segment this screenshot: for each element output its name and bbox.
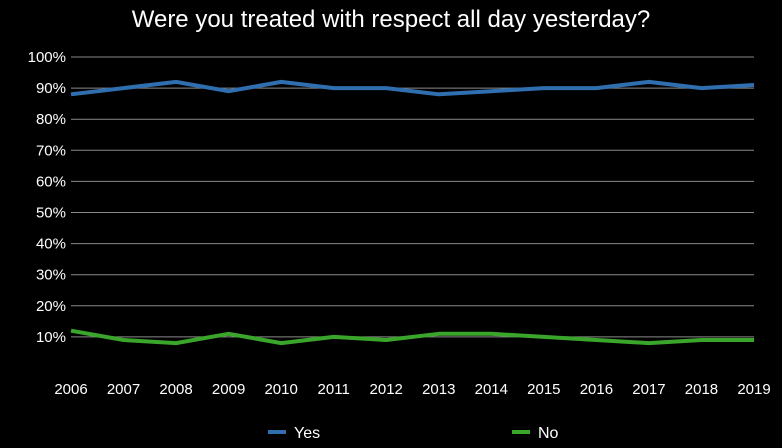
y-tick-label: 30% (36, 267, 66, 284)
x-tick-label: 2011 (318, 381, 350, 398)
x-tick-label: 2014 (475, 381, 508, 398)
series-line-no (70, 328, 754, 346)
x-tick-label: 2017 (632, 381, 665, 398)
x-tick-label: 2012 (370, 381, 403, 398)
y-tick-label: 10% (36, 329, 66, 346)
x-tick-label: 2018 (685, 381, 718, 398)
y-tick-label: 70% (36, 142, 66, 159)
y-tick-label: 100% (28, 49, 66, 66)
y-tick-label: 20% (36, 298, 66, 315)
legend-label-yes: Yes (294, 425, 320, 442)
y-tick-label: 50% (36, 205, 66, 222)
legend-label-no: No (538, 425, 559, 442)
x-tick-label: 2010 (264, 381, 297, 398)
y-tick-label: 90% (36, 80, 66, 97)
x-tick-label: 2019 (737, 381, 770, 398)
y-tick-label: 60% (36, 173, 66, 190)
x-tick-label: 2016 (580, 381, 613, 398)
x-tick-label: 2007 (107, 381, 140, 398)
chart-title: Were you treated with respect all day ye… (131, 6, 651, 33)
series-line-yes (70, 79, 755, 97)
x-tick-label: 2015 (527, 381, 560, 398)
x-tick-label: 2009 (212, 381, 245, 398)
y-tick-label: 80% (36, 111, 66, 128)
x-tick-label: 2013 (422, 381, 455, 398)
y-tick-label: 40% (36, 236, 66, 253)
x-tick-label: 2006 (54, 381, 87, 398)
x-tick-label: 2008 (159, 381, 192, 398)
